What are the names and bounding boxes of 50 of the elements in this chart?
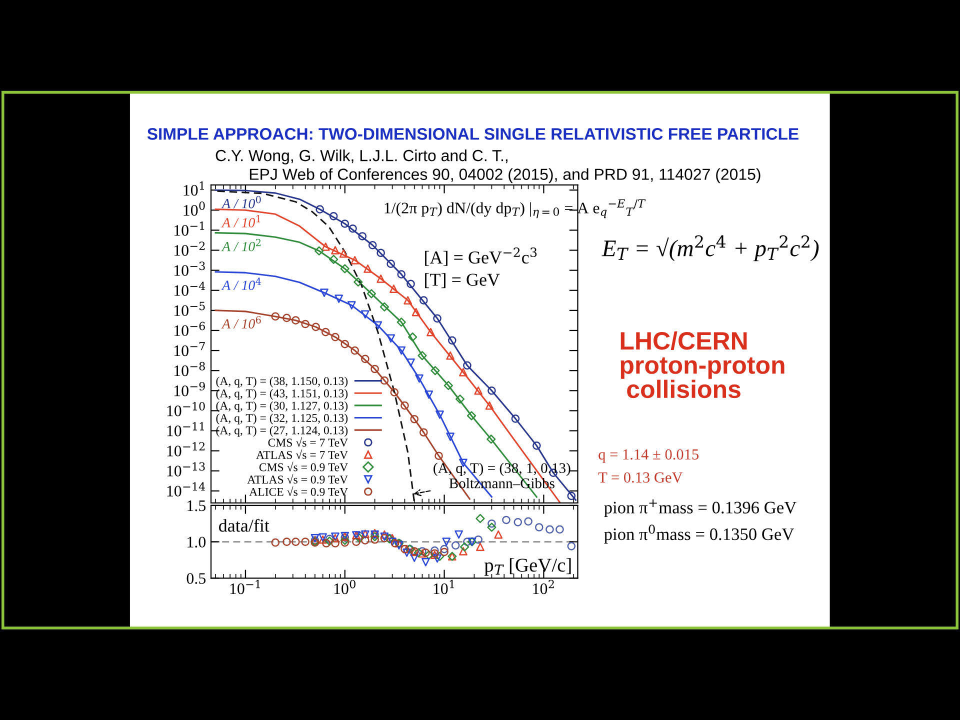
legend-label: CMS √s = 7 TeV (268, 437, 348, 447)
legend-label: CMS √s = 0.9 TeV (259, 462, 348, 472)
text: E$_{T}$ = √(m$^{2}$c$^{4}$ + p$_{T}$$^{2}$c$^{2}$) (602, 235, 819, 262)
text: pion π$^{+}$mass = 0.1396 GeV (604, 499, 796, 518)
legend-label: (A, q, T) = (38, 1.150, 0.13) (216, 376, 348, 388)
text: T = 0.13 GeV (598, 472, 683, 483)
legend-label: (A, q, T) = (43, 1.151, 0.13) (216, 389, 348, 400)
y-tick-label: 10$^{−14}$ (167, 482, 206, 497)
y-tick-label: 10$^{−8}$ (174, 362, 205, 376)
x-tick-label: 10$^{−1}$ (230, 580, 260, 594)
legend-label: (A, q, T) = (32, 1.125, 0.13) (216, 414, 348, 424)
legend-label: ATLAS √s = 7 TeV (256, 449, 348, 459)
y-tick-label: 10$^{0}$ (184, 201, 205, 216)
y-tick-label: 10$^{−6}$ (174, 322, 205, 336)
y-tick-label: 10$^{−2}$ (174, 242, 205, 256)
x-tick-label: 10$^{1}$ (434, 580, 454, 594)
legend-label: ATLAS √s = 0.9 TeV (247, 474, 348, 484)
annotation: [A] = GeV$^{−2}$c$^{3}$ (425, 247, 537, 266)
legend-label: ALICE √s = 0.9 TeV (249, 486, 348, 496)
chart-subtitle: C.Y. Wong, G. Wilk, L.J.L. Cirto and C. T., EPJ Web of Conferences 90, 04002 (2015), and PRD 91, 114027 (2015) (216, 150, 760, 184)
y-tick-label: 1.0 (188, 536, 206, 548)
annotation: A / 10$^{0}$ (221, 196, 261, 208)
annotation: A / 10$^{1}$ (221, 215, 260, 228)
y-tick-label: 10$^{−1}$ (174, 222, 204, 236)
y-tick-label: 10$^{−12}$ (167, 442, 205, 456)
y-tick-label: 10$^{−10}$ (167, 402, 205, 416)
x-tick-label: 10$^{0}$ (334, 580, 356, 594)
annotation: A / 10$^{4}$ (221, 278, 262, 290)
legend-label: (A, q, T) = (30, 1.127, 0.13) (216, 401, 348, 412)
y-tick-label: 10$^{−13}$ (167, 462, 205, 476)
x-axis-title: p$_{T}$ [GeV/c] (484, 558, 571, 576)
annotation: data/fit (218, 518, 270, 532)
text: q = 1.14 ± 0.015 (598, 449, 699, 463)
annotation: A / 10$^{6}$ (221, 316, 261, 329)
annotation: A / 10$^{2}$ (221, 238, 261, 252)
y-tick-label: 10$^{−9}$ (174, 382, 205, 396)
annotation: [T] = GeV (425, 273, 500, 288)
y-tick-label: 1.5 (188, 500, 206, 512)
y-tick-label: 10$^{1}$ (184, 181, 204, 196)
chart-title: SIMPLE APPROACH: TWO-DIMENSIONAL SINGLE RELATIVISTIC FREE PARTICLE (147, 128, 798, 140)
y-tick-label: 10$^{−5}$ (174, 302, 205, 316)
text: pion π$^{0}$mass = 0.1350 GeV (604, 524, 794, 544)
y-tick-label: 10$^{−4}$ (174, 282, 206, 296)
x-tick-label: 10$^{2}$ (533, 580, 554, 594)
legend-label: (A, q, T) = (27, 1.124, 0.13) (216, 426, 348, 437)
text: LHC/CERN proton-proton collisions (620, 331, 784, 398)
y-tick-label: 0.5 (186, 573, 206, 584)
y-tick-label: 10$^{−7}$ (174, 342, 205, 356)
y-tick-label: 10$^{−3}$ (174, 262, 205, 276)
y-tick-label: 10$^{−11}$ (167, 422, 204, 436)
